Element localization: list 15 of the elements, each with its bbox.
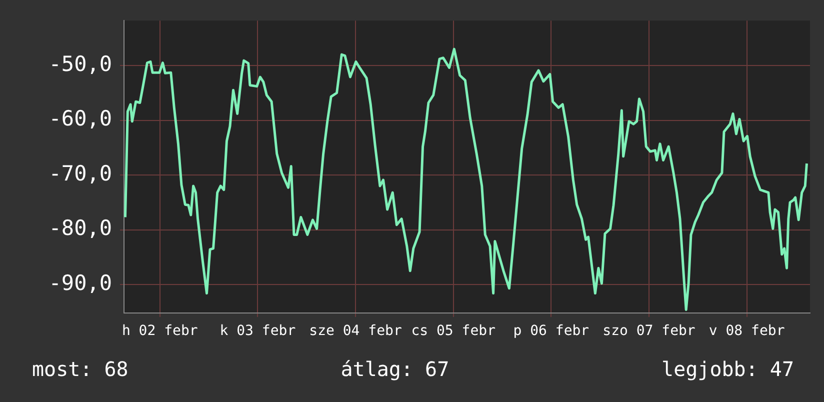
x-tick-label: h 02 febr [122,323,198,340]
y-tick-label: -80,0 [48,216,112,240]
x-tick-label: p 06 febr [513,323,590,340]
text: legjobb: 47 [662,357,794,381]
y-tick-label: -60,0 [48,106,112,131]
x-tick-label: v 08 febr [708,323,785,340]
x-tick-label: k 03 febr [220,323,296,340]
y-tick-label: -90,0 [48,270,112,295]
x-tick-label: cs 05 febr [411,323,496,340]
y-tick-label: -70,0 [48,161,112,186]
y-tick-label: -50,0 [48,52,112,76]
text: most: 68 [32,357,128,381]
text: átlag: 67 [340,357,450,381]
x-tick-label: sze 04 febr [309,323,402,340]
x-tick-label: szo 07 febr [602,323,696,340]
